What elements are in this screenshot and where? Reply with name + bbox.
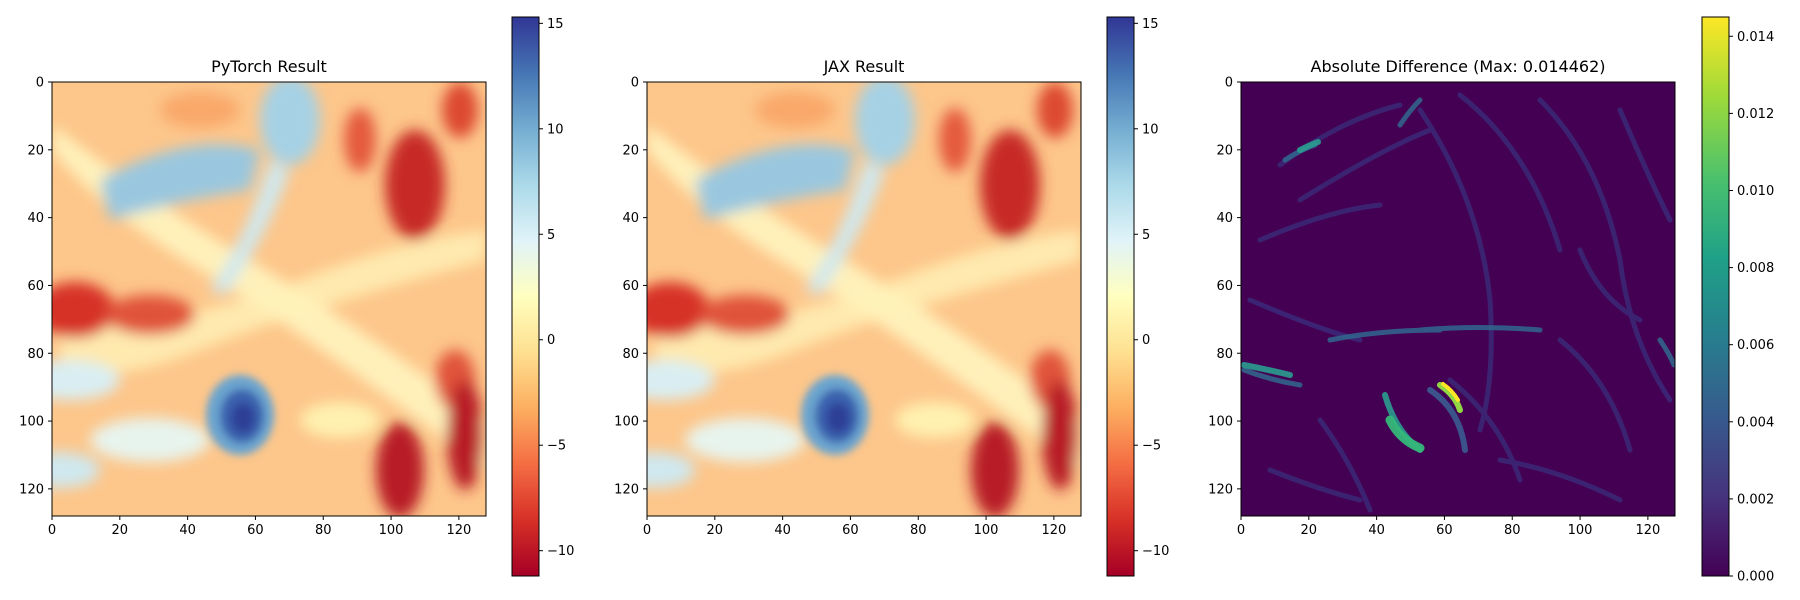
x-tick-label: 80 [315, 523, 332, 538]
y-tick-label: 120 [1208, 482, 1233, 497]
x-tick-label: 100 [379, 523, 404, 538]
y-tick-label: 0 [1225, 76, 1233, 91]
colorbar-tick-label: 0.006 [1737, 338, 1774, 353]
colorbar-tick-label: 0.002 [1737, 492, 1774, 507]
colorbar-gradient [1106, 16, 1135, 577]
colorbar-tick-label: 0.010 [1737, 184, 1774, 199]
panel-title: JAX Result [823, 57, 905, 76]
colorbar-tick-label: 0.008 [1737, 261, 1774, 276]
x-tick-label: 60 [842, 523, 859, 538]
x-tick-label: 80 [1504, 523, 1521, 538]
heatmap-layer [52, 82, 486, 516]
panel-title: Absolute Difference (Max: 0.014462) [1311, 57, 1606, 76]
colorbar-tick-label: 0.000 [1737, 570, 1774, 585]
y-tick-label: 60 [1216, 279, 1233, 294]
colorbar-tick-label: −5 [547, 439, 566, 454]
colorbar-gradient [1701, 16, 1730, 577]
x-tick-label: 80 [910, 523, 927, 538]
y-tick-label: 60 [27, 279, 44, 294]
x-tick-label: 120 [1635, 523, 1660, 538]
panel-title: PyTorch Result [211, 57, 327, 76]
x-tick-label: 20 [112, 523, 129, 538]
panel-jax: JAX Result [614, 16, 1169, 577]
colorbar-tick-label: 0 [1142, 333, 1150, 348]
vortex-feature [801, 375, 869, 455]
colorbar-tick-label: 5 [1142, 228, 1150, 243]
colorbar-tick-label: 0.014 [1737, 30, 1774, 45]
x-tick-label: 60 [247, 523, 264, 538]
x-tick-label: 0 [643, 523, 651, 538]
x-axis: 0 20 40 60 80 100 120 [48, 516, 471, 538]
y-tick-label: 40 [622, 211, 639, 226]
x-tick-label: 40 [179, 523, 196, 538]
x-tick-label: 120 [446, 523, 471, 538]
x-tick-label: 120 [1041, 523, 1066, 538]
colorbar-tick-label: 15 [1142, 17, 1159, 32]
y-tick-label: 20 [622, 143, 639, 158]
y-axis: 0 20 40 60 80 100 120 [19, 76, 52, 497]
x-tick-label: 40 [1368, 523, 1385, 538]
y-tick-label: 100 [1208, 415, 1233, 430]
y-tick-label: 60 [622, 279, 639, 294]
y-tick-label: 100 [19, 415, 44, 430]
y-tick-label: 100 [614, 415, 639, 430]
x-tick-label: 20 [1301, 523, 1318, 538]
y-tick-label: 120 [19, 482, 44, 497]
panel-difference: Absolute Difference (Max: 0.014462) [1208, 16, 1774, 585]
y-tick-label: 40 [1216, 211, 1233, 226]
x-axis: 0 20 40 60 80 100 120 [1237, 516, 1660, 538]
heatmap-layer [1241, 82, 1675, 516]
x-tick-label: 100 [1568, 523, 1593, 538]
y-tick-label: 80 [622, 347, 639, 362]
colorbar-tick-label: −10 [1142, 544, 1169, 559]
field-features [647, 82, 1081, 516]
y-tick-label: 80 [27, 347, 44, 362]
colorbar: −10 −5 0 5 10 15 [1106, 16, 1169, 577]
colorbar-tick-label: 5 [547, 228, 555, 243]
y-tick-label: 0 [36, 76, 44, 91]
panel-pytorch: PyTorch Result [19, 16, 574, 577]
colorbar-tick-label: 10 [547, 122, 564, 137]
x-tick-label: 100 [974, 523, 999, 538]
y-tick-label: 80 [1216, 347, 1233, 362]
x-tick-label: 0 [48, 523, 56, 538]
colorbar-tick-label: 15 [547, 17, 564, 32]
colorbar-tick-label: 10 [1142, 122, 1159, 137]
y-tick-label: 20 [27, 143, 44, 158]
plot-frame [51, 81, 487, 517]
colorbar-tick-label: −10 [547, 544, 574, 559]
colorbar-tick-label: −5 [1142, 439, 1161, 454]
y-tick-label: 40 [27, 211, 44, 226]
y-tick-label: 0 [631, 76, 639, 91]
colorbar: −10 −5 0 5 10 15 [511, 16, 574, 577]
field-features [52, 82, 486, 516]
heatmap-layer [647, 82, 1081, 516]
y-axis: 0 20 40 60 80 100 120 [614, 76, 647, 497]
colorbar-tick-label: 0.012 [1737, 107, 1774, 122]
diff-streaks [1241, 92, 1675, 513]
plot-frame [1240, 81, 1676, 517]
colorbar-gradient [511, 16, 540, 577]
x-tick-label: 60 [1436, 523, 1453, 538]
x-tick-label: 40 [774, 523, 791, 538]
y-axis: 0 20 40 60 80 100 120 [1208, 76, 1241, 497]
y-tick-label: 20 [1216, 143, 1233, 158]
colorbar-tick-label: 0 [547, 333, 555, 348]
x-tick-label: 20 [707, 523, 724, 538]
x-tick-label: 0 [1237, 523, 1245, 538]
x-axis: 0 20 40 60 80 100 120 [643, 516, 1066, 538]
colorbar: 0.000 0.002 0.004 0.006 0.008 0.010 0.012 0.014 [1701, 16, 1774, 585]
vortex-feature [206, 375, 274, 455]
plot-frame [646, 81, 1082, 517]
y-tick-label: 120 [614, 482, 639, 497]
colorbar-tick-label: 0.004 [1737, 415, 1774, 430]
